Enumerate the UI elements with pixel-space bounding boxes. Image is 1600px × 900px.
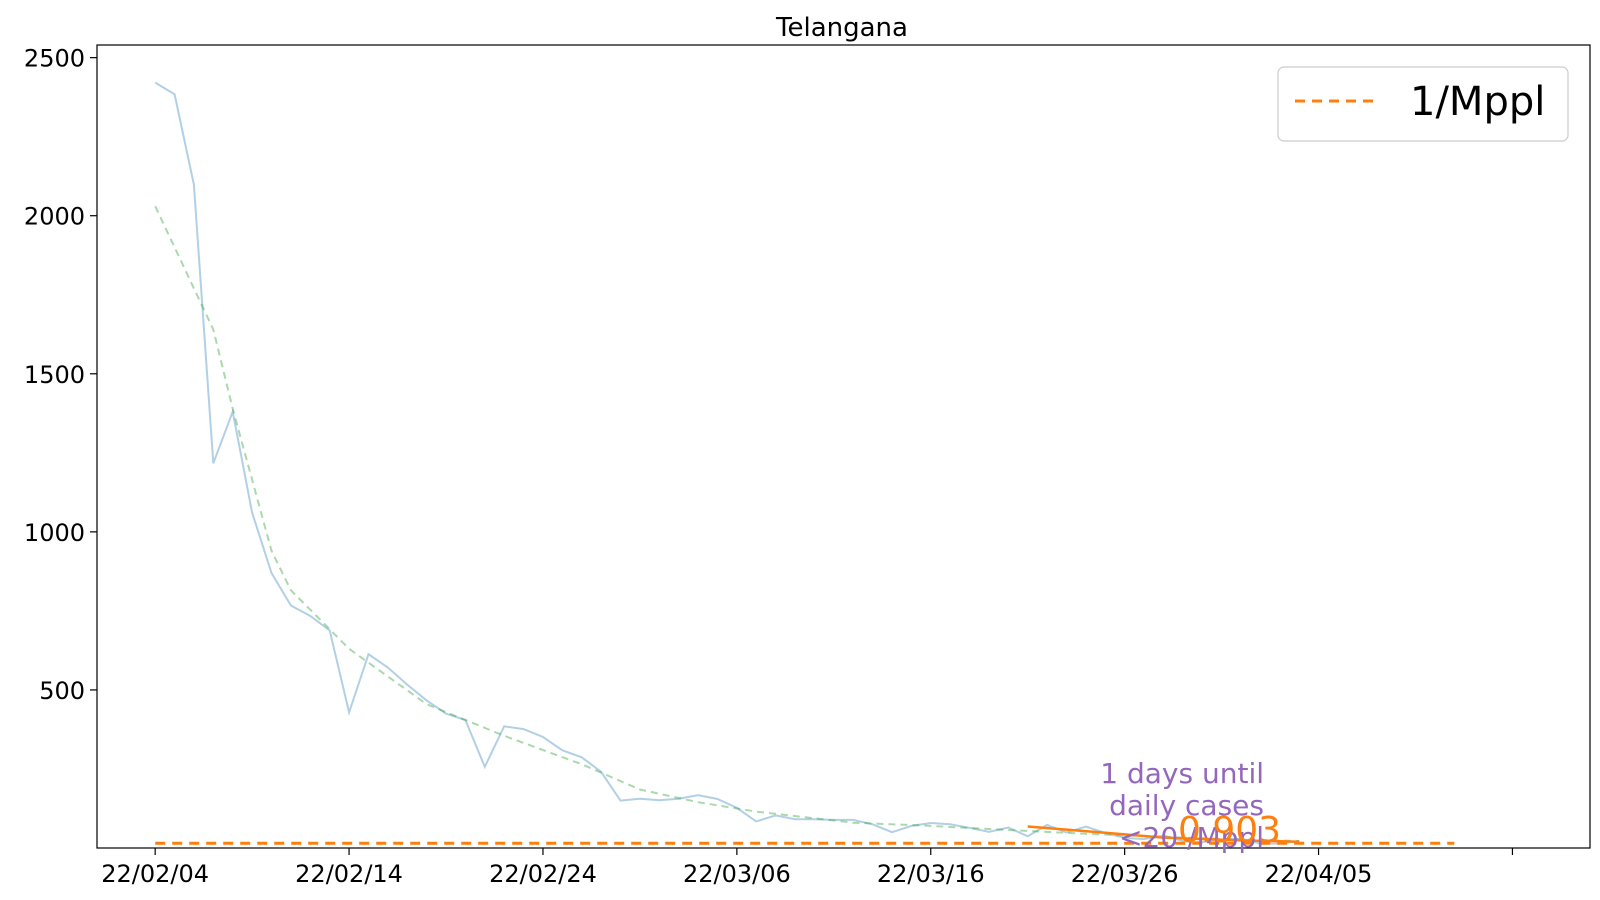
chart-title: Telangana xyxy=(775,13,908,43)
y-tick-label: 500 xyxy=(39,677,85,705)
y-tick-label: 2000 xyxy=(24,203,85,231)
annotations: 1 days until daily cases <20 /Mppl 0.903 xyxy=(1100,757,1281,854)
legend: 1/Mppl xyxy=(1277,66,1569,142)
x-tick-label: 22/03/06 xyxy=(683,860,791,888)
days-until-annotation-line2: daily cases xyxy=(1109,789,1264,822)
x-tick-label: 22/02/24 xyxy=(489,860,597,888)
series-line-daily xyxy=(154,81,1300,845)
x-tick-label: 22/03/16 xyxy=(877,860,985,888)
days-until-annotation-line1: 1 days until xyxy=(1100,757,1264,790)
y-tick-label: 1000 xyxy=(24,519,85,547)
days-until-annotation-line3: <20 /Mppl xyxy=(1119,821,1264,854)
x-tick-label: 22/02/14 xyxy=(295,860,403,888)
rate-annotation: 0.903 xyxy=(1178,810,1281,851)
axes: 22/02/04 22/02/14 22/02/24 22/03/06 22/03/16… xyxy=(24,45,1514,888)
series-line-smoothed xyxy=(154,205,1300,842)
y-tick-label: 2500 xyxy=(24,45,85,73)
x-tick-label: 22/02/04 xyxy=(101,860,209,888)
x-tick-label: 22/03/26 xyxy=(1071,860,1179,888)
x-tick-label: 22/04/05 xyxy=(1265,860,1373,888)
legend-label-threshold: 1/Mppl xyxy=(1410,79,1545,125)
series-layer xyxy=(154,81,1455,845)
series-line-forecast xyxy=(1027,825,1300,843)
y-tick-label: 1500 xyxy=(24,361,85,389)
plot-frame xyxy=(96,44,1591,849)
legend-box xyxy=(1277,66,1569,142)
